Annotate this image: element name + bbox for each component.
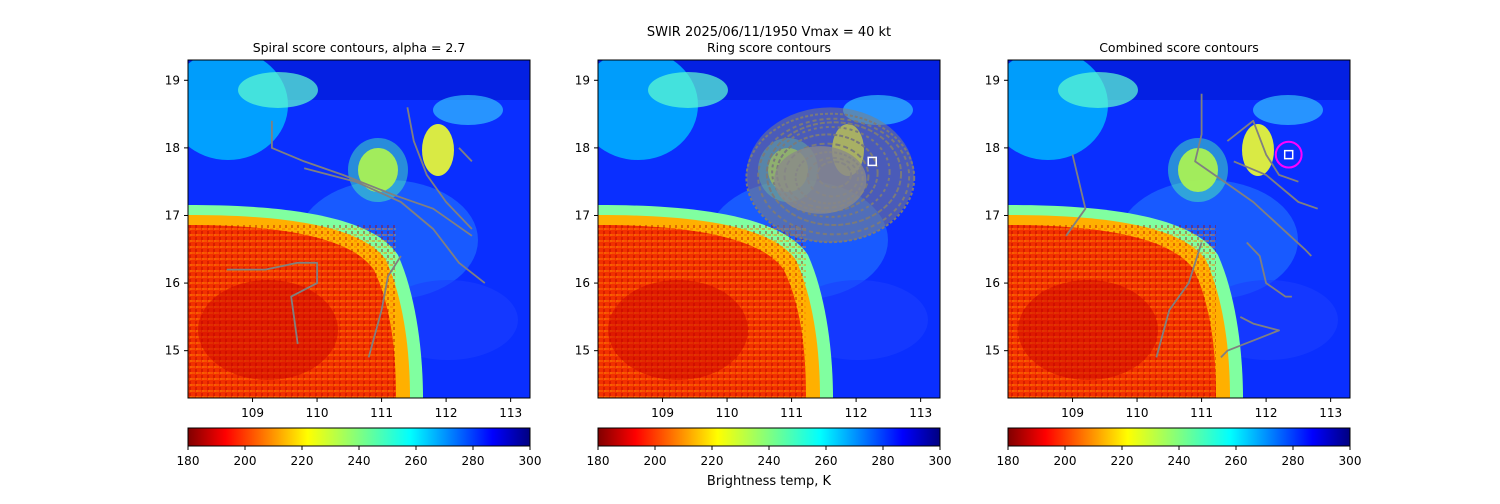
- x-tick-label: 110: [306, 406, 329, 420]
- x-tick-label: 110: [1126, 406, 1149, 420]
- x-tick-label: 112: [845, 406, 868, 420]
- ring-score-contours: [745, 107, 916, 244]
- score-contour-line: [458, 147, 473, 163]
- score-contour-line: [1220, 316, 1280, 359]
- panel-1: Spiral score contours, alpha = 2.7 109 110…: [165, 40, 542, 468]
- y-tick-label: 15: [985, 344, 1000, 358]
- y-tick-label: 15: [575, 344, 590, 358]
- x-tick-label: 111: [1190, 406, 1213, 420]
- score-contour-line: [406, 107, 473, 230]
- score-contour-line: [1226, 119, 1299, 183]
- center-circle: [1274, 140, 1303, 169]
- x-tick-label: 112: [435, 406, 458, 420]
- brightness-temp-image: [188, 60, 530, 398]
- y-tick-label: 18: [985, 141, 1000, 155]
- colorbar-label: Brightness temp, K: [707, 474, 832, 489]
- colorbar-tick-label: 260: [405, 454, 428, 468]
- colorbar-tick-label: 200: [1054, 454, 1077, 468]
- brightness-temp-image: [1008, 60, 1350, 398]
- center-marker: [1283, 149, 1294, 160]
- colorbar-tick-label: 280: [872, 454, 895, 468]
- colorbar-tick-label: 240: [758, 454, 781, 468]
- colorbar: [597, 427, 941, 447]
- panel-title: Spiral score contours, alpha = 2.7: [253, 40, 466, 55]
- colorbar-tick-label: 180: [997, 454, 1020, 468]
- y-tick-label: 17: [575, 208, 590, 222]
- y-tick-label: 19: [575, 73, 590, 87]
- y-tick-label: 19: [985, 73, 1000, 87]
- colorbar-tick-label: 240: [1168, 454, 1191, 468]
- score-contour-line: [1194, 93, 1312, 257]
- x-tick-label: 112: [1255, 406, 1278, 420]
- y-tick-label: 18: [165, 141, 180, 155]
- colorbar-tick-label: 220: [291, 454, 314, 468]
- colorbar-tick-label: 260: [1225, 454, 1248, 468]
- y-tick-label: 17: [985, 208, 1000, 222]
- x-tick-label: 113: [499, 406, 522, 420]
- colorbar-tick-label: 300: [1339, 454, 1362, 468]
- score-contour-line: [303, 167, 486, 284]
- score-contour-line: [1246, 241, 1292, 298]
- panel-3: Combined score contours 109 110 111 112 113 15…: [985, 40, 1362, 468]
- axes-frame: [597, 59, 941, 399]
- x-tick-label: 109: [651, 406, 674, 420]
- score-contour-line: [1233, 160, 1318, 210]
- colorbar-tick-label: 280: [462, 454, 485, 468]
- score-contour-line: [226, 261, 318, 345]
- x-tick-label: 111: [780, 406, 803, 420]
- colorbar-tick-label: 240: [348, 454, 371, 468]
- y-tick-label: 16: [985, 276, 1000, 290]
- score-contour-line: [271, 120, 473, 237]
- axes-frame: [1007, 59, 1351, 399]
- colorbar-tick-label: 300: [929, 454, 952, 468]
- x-tick-label: 111: [370, 406, 393, 420]
- x-tick-label: 109: [241, 406, 264, 420]
- colorbar-tick-label: 300: [519, 454, 542, 468]
- x-tick-label: 109: [1061, 406, 1084, 420]
- panels-group: Spiral score contours, alpha = 2.7 109 110…: [165, 40, 1362, 468]
- colorbar-tick-label: 260: [815, 454, 838, 468]
- score-contour-line: [1155, 242, 1203, 358]
- colorbar: [187, 427, 531, 447]
- x-tick-label: 110: [716, 406, 739, 420]
- colorbar-tick-label: 280: [1282, 454, 1305, 468]
- colorbar-tick-label: 220: [701, 454, 724, 468]
- colorbar-tick-label: 200: [644, 454, 667, 468]
- panel-2: Ring score contours 109 110 111 112 113 15 16 17…: [575, 40, 952, 468]
- figure-suptitle: SWIR 2025/06/11/1950 Vmax = 40 kt: [647, 25, 891, 40]
- colorbar-tick-label: 200: [234, 454, 257, 468]
- y-tick-label: 16: [165, 276, 180, 290]
- y-tick-label: 18: [575, 141, 590, 155]
- y-tick-label: 17: [165, 208, 180, 222]
- colorbar: [1007, 427, 1351, 447]
- score-contour-line: [1065, 154, 1087, 237]
- y-tick-label: 16: [575, 276, 590, 290]
- y-tick-label: 19: [165, 73, 180, 87]
- colorbar-tick-label: 220: [1111, 454, 1134, 468]
- x-tick-label: 113: [909, 406, 932, 420]
- y-tick-label: 15: [165, 344, 180, 358]
- x-tick-label: 113: [1319, 406, 1342, 420]
- panel-title: Combined score contours: [1099, 40, 1259, 55]
- axes-frame: [187, 59, 531, 399]
- colorbar-tick-label: 180: [587, 454, 610, 468]
- panel-title: Ring score contours: [707, 40, 831, 55]
- colorbar-tick-label: 180: [177, 454, 200, 468]
- center-marker: [867, 156, 877, 167]
- score-contour-line: [367, 255, 402, 358]
